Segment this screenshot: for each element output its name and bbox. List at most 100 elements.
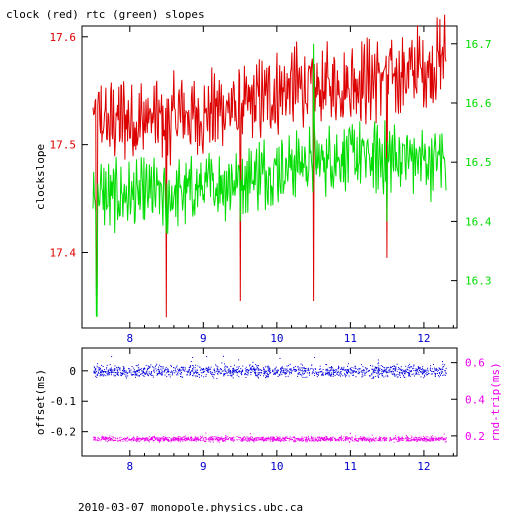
offset-point xyxy=(130,371,132,373)
offset-point xyxy=(351,369,352,371)
offset-point xyxy=(233,373,235,375)
rtt-point xyxy=(275,438,277,440)
offset-point xyxy=(378,377,380,378)
offset-point xyxy=(407,366,409,368)
offset-point xyxy=(391,370,393,372)
offset-point xyxy=(150,364,152,366)
rtt-point xyxy=(294,437,296,439)
slopes-right-tick-label: 16.6 xyxy=(465,97,492,110)
offset-point xyxy=(352,371,354,373)
rtt-point xyxy=(147,440,149,442)
offset-point xyxy=(216,368,218,370)
rtt-point xyxy=(337,439,339,441)
rtt-point xyxy=(332,439,334,441)
rtt-point xyxy=(292,439,294,441)
offset-point xyxy=(282,366,283,368)
offset-point xyxy=(330,367,332,368)
offset-point xyxy=(257,376,259,378)
offset-point xyxy=(366,371,368,373)
rtt-point xyxy=(379,440,381,442)
offset-point xyxy=(426,369,428,371)
offset-point xyxy=(343,368,344,370)
rtt-point xyxy=(341,439,343,441)
rtt-point xyxy=(168,440,170,442)
offset-point xyxy=(369,375,371,376)
offset-point xyxy=(335,369,337,371)
offset-point xyxy=(155,364,157,366)
rtt-point xyxy=(181,437,183,439)
rtt-point xyxy=(171,437,173,439)
rtt-point xyxy=(257,437,259,439)
offset-point xyxy=(307,369,309,371)
rtt-point xyxy=(366,439,367,440)
rtt-point xyxy=(152,436,154,438)
rtt-points-series xyxy=(93,432,447,443)
offset-point xyxy=(419,370,420,371)
rtt-point xyxy=(167,439,169,441)
rtt-point xyxy=(411,437,413,438)
rtt-point xyxy=(201,435,203,437)
rtt-point xyxy=(190,438,192,440)
offset-point xyxy=(107,374,109,376)
offset-point xyxy=(437,370,439,372)
offset-point xyxy=(374,370,376,371)
offset-point xyxy=(340,375,341,377)
offset-point xyxy=(343,366,345,368)
rtt-point xyxy=(360,437,362,439)
rtt-point xyxy=(165,437,167,438)
rtt-point xyxy=(410,440,412,442)
offset-point xyxy=(263,371,265,373)
offset-point xyxy=(116,374,118,376)
rtt-point xyxy=(400,440,402,441)
offset-point xyxy=(144,373,146,375)
offset-point xyxy=(302,373,304,375)
rtt-point xyxy=(329,439,331,441)
rtt-point xyxy=(138,441,140,442)
offset-point xyxy=(374,366,376,368)
offset-point xyxy=(119,372,121,374)
rtt-point xyxy=(352,437,354,439)
offset-point xyxy=(407,369,409,371)
rtt-point xyxy=(223,439,225,441)
rtt-point xyxy=(413,438,415,440)
offset-point xyxy=(377,376,379,378)
offset-point xyxy=(345,375,347,377)
rtt-point xyxy=(271,438,273,440)
offset-point xyxy=(254,370,255,372)
rtt-point xyxy=(113,436,115,438)
offset-point xyxy=(298,369,300,371)
rtt-point xyxy=(330,440,331,442)
offset-point xyxy=(95,371,97,373)
offset-point xyxy=(423,372,425,373)
rtt-point xyxy=(413,439,415,440)
rtt-point xyxy=(312,437,314,439)
offset-point xyxy=(136,370,138,371)
offset-point xyxy=(418,372,420,374)
rtt-point xyxy=(230,438,232,440)
rtt-point xyxy=(274,437,276,439)
offset-point xyxy=(157,374,159,375)
rtt-point xyxy=(158,439,160,441)
offset-point xyxy=(442,366,444,368)
offset-point xyxy=(419,371,421,372)
rtt-point xyxy=(430,437,432,439)
offset-point xyxy=(130,369,132,371)
offset-point xyxy=(311,367,313,369)
offset-point xyxy=(350,371,352,373)
offset-point xyxy=(345,374,347,376)
offset-point xyxy=(263,375,264,377)
offset-point xyxy=(186,374,188,376)
rtt-point xyxy=(179,441,181,443)
rtt-point xyxy=(362,436,364,438)
offset-point xyxy=(238,370,240,372)
offset-point xyxy=(141,370,143,372)
offset-point xyxy=(423,377,425,379)
offset-point xyxy=(205,374,207,376)
offset-point xyxy=(96,376,98,378)
rtt-point xyxy=(369,437,371,439)
offset-point xyxy=(327,369,328,371)
rtt-point xyxy=(441,437,443,439)
rtt-point xyxy=(380,437,382,439)
offset-point xyxy=(331,366,332,368)
rtt-point xyxy=(124,440,126,442)
